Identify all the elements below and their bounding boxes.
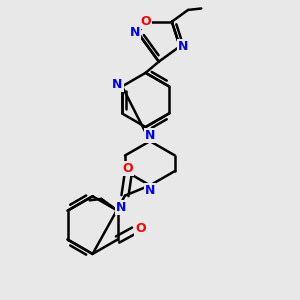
Text: N: N	[112, 78, 123, 92]
Text: O: O	[123, 162, 133, 175]
Text: O: O	[135, 222, 146, 235]
Text: N: N	[145, 129, 155, 142]
Text: N: N	[145, 184, 155, 197]
Text: N: N	[130, 26, 140, 39]
Text: N: N	[116, 201, 126, 214]
Text: O: O	[140, 15, 151, 28]
Text: N: N	[178, 40, 188, 53]
